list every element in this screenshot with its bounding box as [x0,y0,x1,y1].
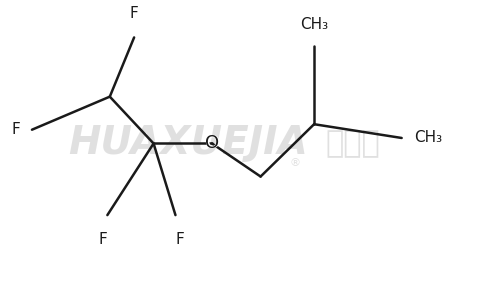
Text: CH₃: CH₃ [300,17,328,32]
Text: F: F [130,6,138,21]
Text: CH₃: CH₃ [299,17,330,32]
Text: CH₃: CH₃ [414,130,444,145]
Text: O: O [205,135,219,153]
Text: HUAXUEJIA: HUAXUEJIA [68,124,308,162]
Text: F: F [175,232,185,247]
Text: F: F [9,122,20,137]
Text: 化学加: 化学加 [326,129,380,158]
Text: F: F [129,6,139,21]
Text: F: F [98,232,107,247]
Text: F: F [97,232,108,247]
Text: ®: ® [289,158,300,168]
Text: CH₃: CH₃ [414,130,442,145]
Text: F: F [11,122,20,137]
Text: O: O [204,135,219,153]
Text: F: F [176,232,184,247]
